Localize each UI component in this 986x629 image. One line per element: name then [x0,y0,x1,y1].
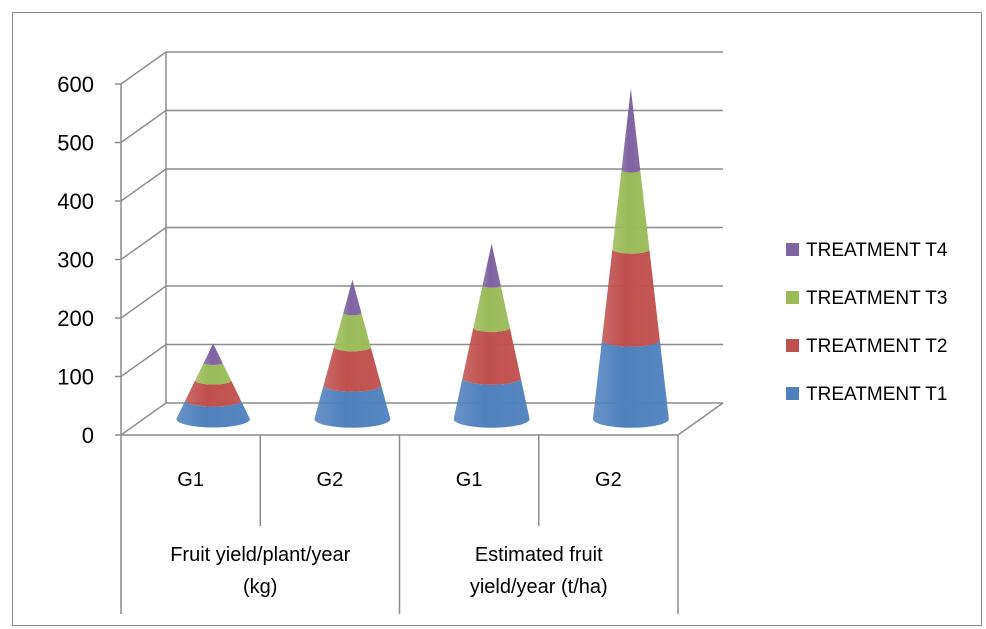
cone-segment-treatment-t1 [453,378,530,428]
y-tick-label: 0 [82,423,94,448]
gridline-side [120,285,167,319]
x-group-label: Estimated fruit [475,544,603,566]
gridline-side [120,168,167,202]
x-group-label: (kg) [243,576,277,598]
cone-segment-treatment-t2 [601,249,660,347]
gridline-side [120,226,167,261]
cone-segment-treatment-t3 [473,285,510,332]
floor-right-edge [677,402,724,436]
cone-segment-treatment-t4 [203,343,223,366]
gridline-side [120,343,167,378]
y-tick-label: 200 [57,306,94,331]
legend-label: TREATMENT T2 [806,336,947,357]
x-category-label: G2 [595,469,622,491]
cone-segment-treatment-t1 [592,340,669,428]
gridline-side [120,109,167,144]
cones [176,88,669,428]
y-tick-label: 600 [57,72,94,97]
legend-label: TREATMENT T4 [806,240,948,261]
legend-label: TREATMENT T3 [806,288,947,309]
cone-segment-treatment-t2 [462,327,521,385]
y-tick-label: 500 [57,131,94,156]
x-category-label: G1 [456,469,483,491]
cone-segment-treatment-t4 [482,243,501,288]
x-category-label: G1 [177,469,204,491]
legend-swatch [786,387,799,400]
gridline-side [120,402,167,436]
cone-segment-treatment-t2 [185,380,241,407]
cone-segment-treatment-t4 [343,279,362,316]
y-tick-label: 300 [57,248,94,273]
x-category-label: G2 [317,469,344,491]
cone-segment-treatment-t2 [323,347,382,392]
y-axis: 0 100 200 300 400 500 600 [57,72,121,448]
legend-swatch [786,339,799,352]
legend: TREATMENT T4 TREATMENT T3 TREATMENT T2 TREA… [786,240,948,405]
cone-segment-treatment-t4 [621,88,641,173]
legend-swatch [786,291,799,304]
cone-segment-treatment-t3 [195,362,232,385]
y-tick-label: 400 [57,189,94,214]
cone-segment-treatment-t1 [314,385,391,428]
x-group-label: Fruit yield/plant/year [170,544,350,566]
cone-segment-treatment-t1 [176,400,250,428]
gridline-side [120,51,167,85]
cone-segment-treatment-t3 [612,170,650,254]
x-axis: G1 G2 G1 G2 Fruit yield/plant/year (kg) Estima… [120,435,679,614]
legend-label: TREATMENT T1 [806,384,947,405]
x-group-label: yield/year (t/ha) [470,576,608,598]
cone-segment-treatment-t3 [334,313,371,352]
legend-swatch [786,243,799,256]
y-tick-label: 100 [57,365,94,390]
